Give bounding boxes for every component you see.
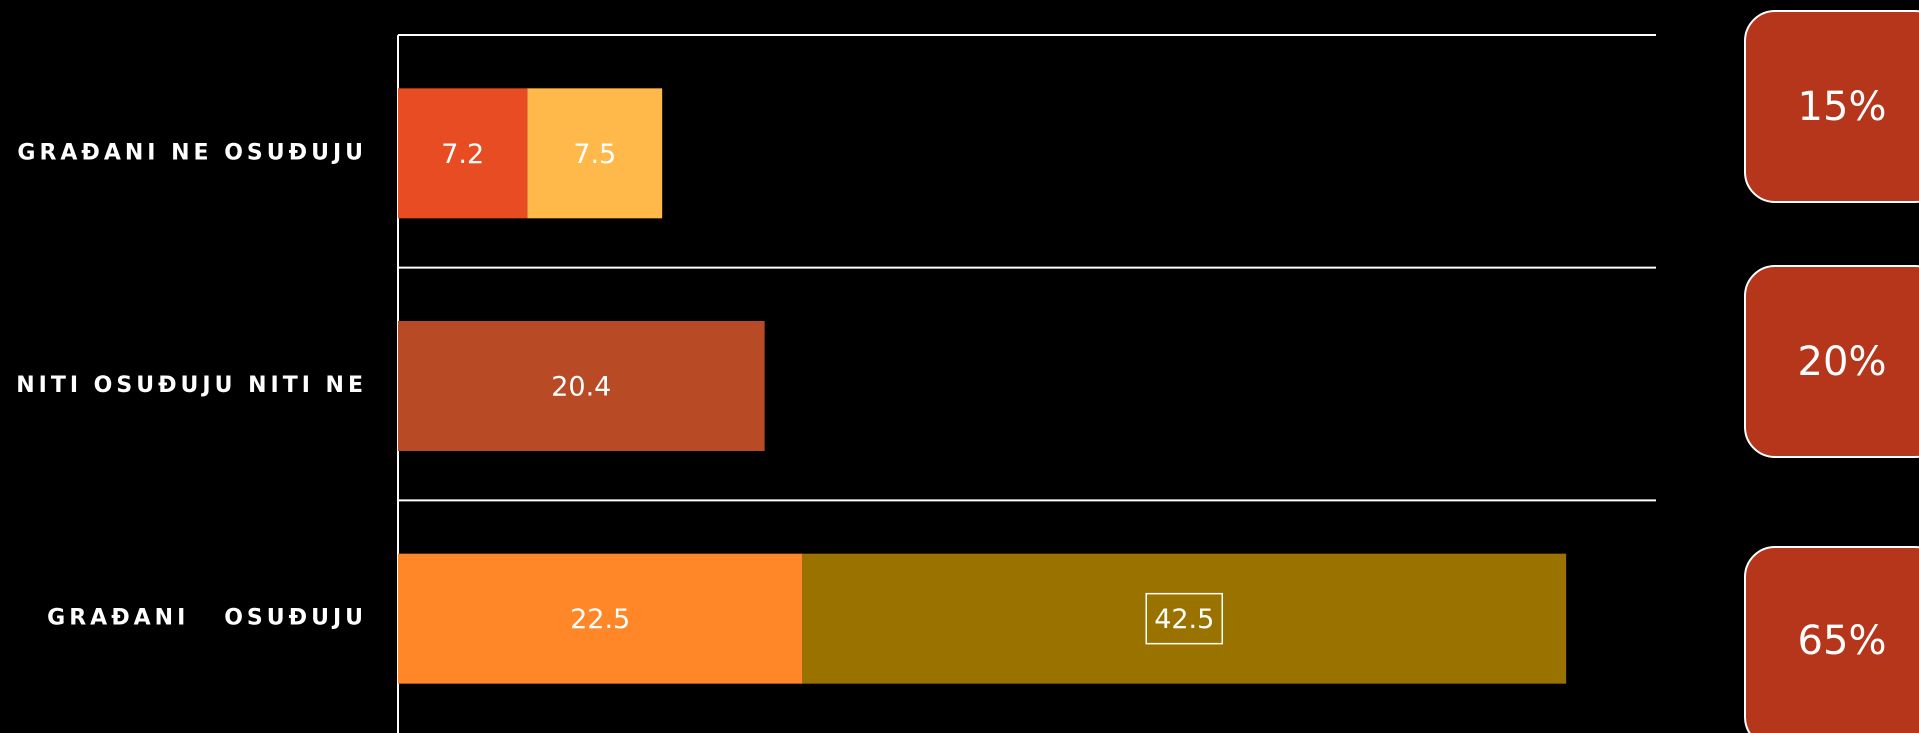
side-label: 15% [1798,84,1887,130]
bar-segment [398,553,803,684]
side-label: 20% [1798,339,1887,385]
value-label: 20.4 [551,372,611,403]
bar-segment [527,88,663,219]
label-frame [1145,592,1223,645]
bar-segment [802,553,1567,684]
side-label: 65% [1798,618,1887,664]
side-box [1744,10,1919,203]
value-label: 7.5 [573,139,616,170]
category-label: NITI OSUĐUJU NITI NE [16,373,367,398]
value-label: 22.5 [570,604,630,635]
bar-segment [398,88,528,219]
bar-segment [398,321,765,451]
value-label: 7.2 [441,139,484,170]
side-box [1744,265,1919,458]
category-label: GRAĐANI OSUĐUJU [47,606,367,631]
value-label: 42.5 [1154,604,1214,635]
side-box [1744,546,1919,733]
category-label: GRAĐANI NE OSUĐUJU [17,140,367,165]
